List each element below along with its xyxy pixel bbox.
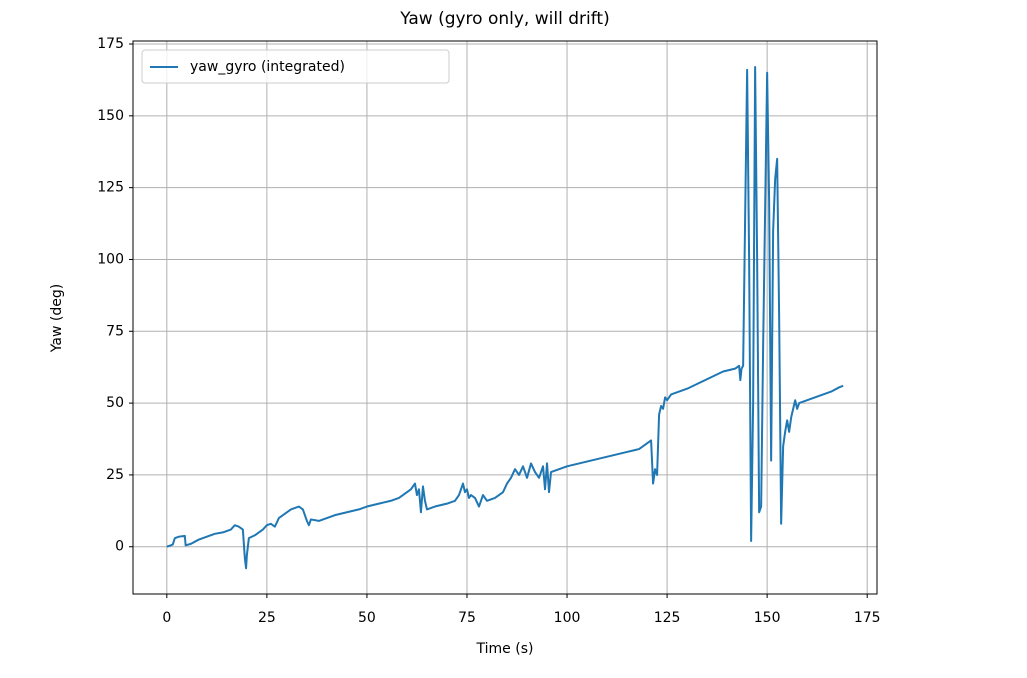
data-line [166, 66, 844, 570]
y-tick-label: 150 [97, 108, 124, 124]
y-axis-label: Yaw (deg) [49, 284, 65, 353]
x-tick-label: 125 [654, 610, 681, 626]
x-tick-label: 100 [554, 610, 581, 626]
x-tick-label: 50 [358, 610, 376, 626]
x-tick-label: 0 [162, 610, 171, 626]
y-tick-label: 75 [106, 323, 124, 339]
y-tick-label: 0 [115, 539, 124, 555]
y-tick-label: 125 [97, 180, 124, 196]
y-tick-label: 25 [106, 467, 124, 483]
x-axis-label: Time (s) [476, 641, 534, 657]
legend-box [141, 49, 450, 84]
y-tick-label: 100 [97, 251, 124, 267]
chart-title: Yaw (gyro only, will drift) [399, 9, 609, 29]
plot-frame [132, 40, 878, 595]
legend-label: yaw_gyro (integrated) [190, 59, 345, 75]
x-tick-label: 25 [258, 610, 276, 626]
x-tick-label: 75 [458, 610, 476, 626]
x-tick-label: 175 [854, 610, 881, 626]
y-tick-label: 175 [97, 36, 124, 52]
x-tick-label: 150 [754, 610, 781, 626]
y-tick-label: 50 [106, 395, 124, 411]
